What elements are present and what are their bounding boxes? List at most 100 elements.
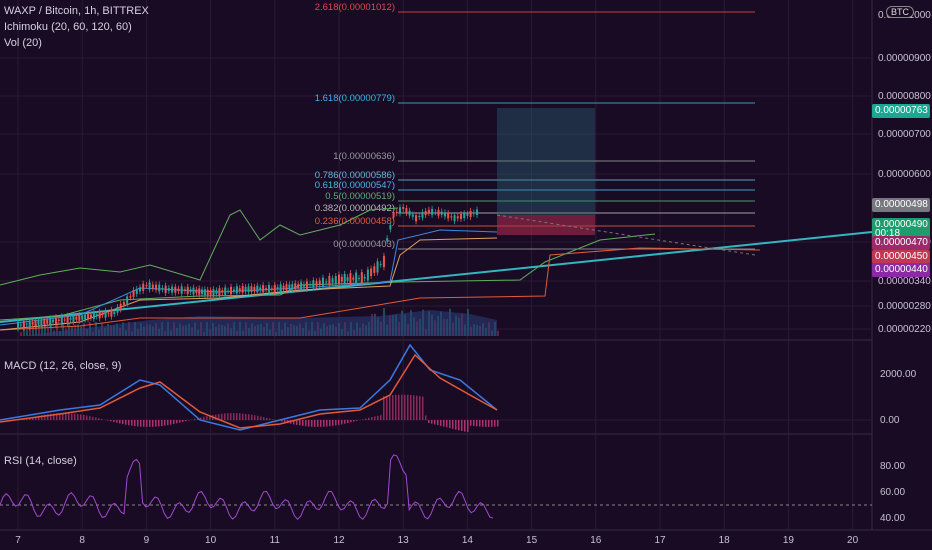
macd-histogram-bar xyxy=(329,420,331,427)
stop-zone xyxy=(497,215,595,235)
macd-histogram-bar xyxy=(467,420,469,433)
macd-histogram-bar xyxy=(464,420,466,432)
fib-level-label: 1(0.00000636) xyxy=(333,151,395,162)
macd-histogram-bar xyxy=(44,414,46,420)
time-tick-label: 18 xyxy=(719,535,731,546)
macd-histogram-bar xyxy=(239,413,241,420)
candle-body xyxy=(189,289,192,292)
candle-body xyxy=(408,210,411,216)
macd-histogram-bar xyxy=(149,420,151,427)
candle-body xyxy=(402,206,405,210)
macd-histogram-bar xyxy=(401,394,403,420)
candle-body xyxy=(343,273,346,284)
candle-body xyxy=(119,303,122,310)
macd-histogram-bar xyxy=(494,420,496,427)
candle-body xyxy=(312,280,315,288)
candle-body xyxy=(376,261,379,273)
candle-body xyxy=(203,289,206,295)
candle-body xyxy=(273,284,276,293)
candle-body xyxy=(309,284,312,286)
macd-histogram-bar xyxy=(236,413,238,420)
candle-body xyxy=(183,289,186,291)
candle-body xyxy=(395,211,398,214)
candle-body xyxy=(66,315,69,323)
candle-body xyxy=(180,286,183,294)
candle-body xyxy=(52,319,55,323)
rsi-tick-label: 60.00 xyxy=(880,487,905,498)
macd-histogram-bar xyxy=(32,417,34,420)
macd-histogram-bar xyxy=(254,415,256,420)
candle-body xyxy=(440,211,443,215)
candle-body xyxy=(389,225,392,230)
macd-histogram-bar xyxy=(455,420,457,430)
macd-histogram-bar xyxy=(323,420,325,427)
macd-histogram-bar xyxy=(407,394,409,420)
macd-histogram-bar xyxy=(35,416,37,420)
macd-histogram-bar xyxy=(266,417,268,420)
fib-level-label: 0.618(0.00000547) xyxy=(315,180,395,191)
candle-body xyxy=(411,214,414,217)
macd-histogram-bar xyxy=(128,420,130,426)
macd-histogram-bar xyxy=(68,413,70,420)
price-tag: 0.00000470 xyxy=(872,236,930,250)
macd-histogram-bar xyxy=(233,413,235,420)
macd-histogram-bar xyxy=(218,414,220,420)
rsi-line xyxy=(0,454,494,521)
candle-body xyxy=(265,288,268,290)
macd-histogram-bar xyxy=(197,418,199,420)
macd-histogram-bar xyxy=(167,420,169,426)
volume-bar xyxy=(68,323,70,336)
candle-body xyxy=(392,212,395,218)
candle-body xyxy=(321,277,324,286)
candle-body xyxy=(418,216,421,218)
candle-body xyxy=(104,310,107,318)
price-tick-label: 0.00000340 xyxy=(878,276,931,287)
candle-body xyxy=(360,272,363,283)
candle-body xyxy=(379,263,382,265)
macd-histogram-bar xyxy=(116,420,118,423)
candle-body xyxy=(122,302,125,305)
macd-histogram-bar xyxy=(476,420,478,427)
candle-body xyxy=(46,319,49,324)
candle-body xyxy=(113,311,116,315)
candle-body xyxy=(427,209,430,214)
macd-histogram-bar xyxy=(269,418,271,420)
macd-histogram-bar xyxy=(215,414,217,420)
time-tick-label: 11 xyxy=(270,535,281,546)
macd-histogram-bar xyxy=(179,420,181,423)
candle-body xyxy=(370,268,373,277)
macd-histogram-bar xyxy=(326,420,328,427)
macd-histogram-bar xyxy=(314,420,316,427)
candle-body xyxy=(415,215,418,222)
candle-body xyxy=(447,212,450,219)
macd-histogram-bar xyxy=(368,417,370,420)
candle-body xyxy=(472,212,475,214)
macd-histogram-bar xyxy=(53,413,55,420)
candle-body xyxy=(75,316,78,320)
currency-badge[interactable]: BTC xyxy=(886,6,914,18)
candle-body xyxy=(92,312,95,319)
time-tick-label: 19 xyxy=(783,535,795,546)
macd-histogram-bar xyxy=(296,420,298,425)
candle-body xyxy=(328,275,331,286)
candle-body xyxy=(334,276,337,284)
macd-histogram-bar xyxy=(131,420,133,426)
macd-histogram-bar xyxy=(221,413,223,420)
macd-histogram-bar xyxy=(416,395,418,420)
macd-histogram-bar xyxy=(473,420,475,427)
chart-legend: WAXP / Bitcoin, 1h, BITTREX Ichimoku (20… xyxy=(4,3,149,51)
candle-body xyxy=(469,210,472,217)
candle-body xyxy=(110,309,113,317)
time-tick-label: 20 xyxy=(847,535,859,546)
candle-body xyxy=(285,284,288,291)
candle-body xyxy=(288,284,291,290)
macd-histogram-bar xyxy=(380,415,382,420)
macd-histogram-bar xyxy=(434,420,436,425)
macd-histogram-bar xyxy=(110,420,112,422)
candle-body xyxy=(302,284,305,287)
candle-body xyxy=(453,215,456,222)
macd-histogram-bar xyxy=(311,420,313,427)
candle-body xyxy=(315,281,318,286)
